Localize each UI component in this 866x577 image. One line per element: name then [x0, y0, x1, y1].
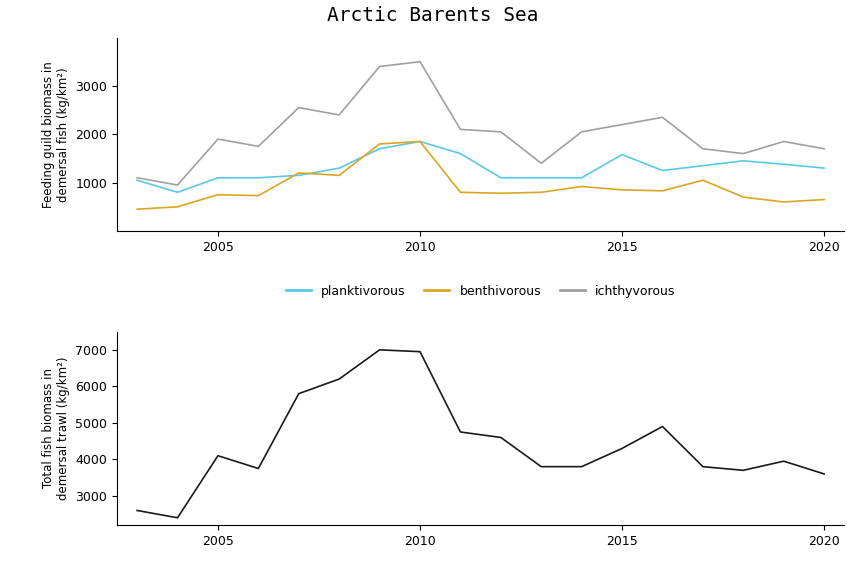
- Y-axis label: Feeding guild biomass in
demersal fish (kg/km²): Feeding guild biomass in demersal fish (…: [42, 61, 70, 208]
- Legend: planktivorous, benthivorous, ichthyvorous: planktivorous, benthivorous, ichthyvorou…: [281, 280, 680, 303]
- Text: Arctic Barents Sea: Arctic Barents Sea: [327, 6, 539, 25]
- Y-axis label: Total fish biomass in
demersal trawl (kg/km²): Total fish biomass in demersal trawl (kg…: [42, 357, 69, 500]
